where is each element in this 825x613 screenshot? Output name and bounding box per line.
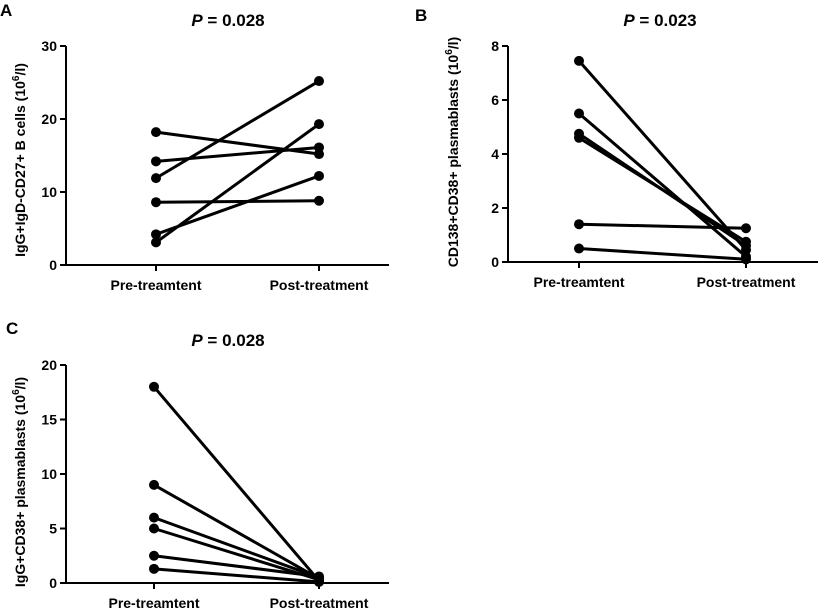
panel-b-point-pre-1 bbox=[574, 55, 584, 66]
panel-c-point-pre-5 bbox=[149, 550, 159, 561]
panel-b-title: P = 0.023 bbox=[623, 11, 696, 30]
panel-c-series-line-6 bbox=[153, 567, 320, 584]
panel-c-title: P = 0.028 bbox=[191, 331, 264, 350]
panel-b-series-line-6 bbox=[578, 247, 747, 261]
panel-c-point-pre-3 bbox=[149, 512, 159, 523]
panel-c-point-pre-6 bbox=[149, 563, 159, 574]
panel-a-series-line-6 bbox=[155, 122, 320, 244]
panel-b-point-pre-5 bbox=[574, 219, 584, 230]
panel-a-point-post-2 bbox=[314, 142, 324, 153]
panel-c-point-pre-1 bbox=[149, 381, 159, 392]
panel-a-y-tick-label: 20 bbox=[41, 111, 57, 127]
panel-letter-b: B bbox=[415, 6, 427, 25]
panel-a-point-pre-6 bbox=[151, 237, 161, 248]
panel-c-point-pre-2 bbox=[149, 479, 159, 490]
panel-a-x-tick-label: Pre-treamtent bbox=[110, 277, 201, 293]
panel-c-y-tick-label: 15 bbox=[41, 412, 57, 428]
panel-c: C P = 0.028 IgG+CD38+ plasmablasts (106/… bbox=[6, 319, 389, 611]
panel-c-plot: 0 5 10 15 20 Pre-treamtent Post-treatment bbox=[41, 357, 389, 611]
panel-a-series-line-2 bbox=[155, 145, 320, 163]
panel-c-series-line-5 bbox=[153, 554, 320, 578]
panel-b-series-line-4 bbox=[578, 136, 747, 244]
panel-c-y-tick-label: 20 bbox=[41, 357, 57, 373]
panel-a-plot: 0 10 20 30 Pre-treamtent Post-treatment bbox=[41, 38, 389, 293]
panel-c-y-tick-label: 0 bbox=[49, 575, 57, 591]
panel-b-point-pre-6 bbox=[574, 243, 584, 254]
panel-c-y-tick-label: 5 bbox=[49, 521, 57, 537]
panel-a-title: P = 0.028 bbox=[191, 11, 264, 30]
panel-b-x-tick-label: Post-treatment bbox=[697, 274, 796, 290]
panel-b-y-tick-label: 0 bbox=[491, 254, 499, 270]
panel-b-series-line-5 bbox=[578, 222, 747, 230]
panel-a: A P = 0.028 IgG+IgD-CD27+ B cells (106/l… bbox=[0, 1, 389, 293]
panel-b-point-pre-4 bbox=[574, 132, 584, 143]
panel-b-point-pre-2 bbox=[574, 108, 584, 119]
panel-b-point-post-4 bbox=[741, 236, 751, 247]
panel-a-ylabel: IgG+IgD-CD27+ B cells (106/l) bbox=[11, 63, 28, 257]
panel-b-ylabel: CD138+CD38+ plasmablasts (106/l) bbox=[444, 37, 461, 267]
panel-c-point-pre-4 bbox=[149, 523, 159, 534]
panel-a-series-line-4 bbox=[155, 199, 320, 204]
panel-letter-c: C bbox=[6, 319, 18, 338]
panel-a-point-pre-5 bbox=[151, 229, 161, 240]
panel-a-y-tick-label: 10 bbox=[41, 184, 57, 200]
panel-a-point-pre-1 bbox=[151, 127, 161, 138]
panel-b-y-tick-label: 6 bbox=[491, 92, 499, 108]
panel-c-x-tick-label: Post-treatment bbox=[270, 595, 369, 611]
panel-a-point-post-3 bbox=[314, 76, 324, 87]
panel-c-ylabel: IgG+CD38+ plasmablasts (106/l) bbox=[11, 377, 28, 587]
panel-a-point-post-4 bbox=[314, 195, 324, 206]
panel-b-point-post-5 bbox=[741, 223, 751, 234]
panel-a-point-pre-2 bbox=[151, 156, 161, 167]
panel-c-x-tick-label: Pre-treamtent bbox=[108, 595, 199, 611]
panel-b-y-tick-label: 8 bbox=[491, 38, 499, 54]
panel-c-series-line-2 bbox=[153, 483, 320, 580]
panel-b-y-tick-label: 4 bbox=[491, 146, 499, 162]
panel-b-x-tick-label: Pre-treamtent bbox=[533, 274, 624, 290]
panel-c-point-post-6 bbox=[314, 576, 324, 587]
panel-a-point-post-6 bbox=[314, 119, 324, 130]
panel-a-series-line-3 bbox=[155, 79, 320, 180]
panel-a-y-tick-label: 0 bbox=[49, 257, 57, 273]
panel-a-point-pre-3 bbox=[151, 173, 161, 184]
panel-b-plot: 0 2 4 6 8 Pre-treamtent Post-treatment bbox=[491, 38, 818, 290]
panel-c-series-line-3 bbox=[153, 516, 320, 579]
panel-c-series-line-1 bbox=[152, 385, 321, 582]
panel-b-series-line-1 bbox=[577, 59, 748, 251]
panel-a-y-tick-label: 30 bbox=[41, 38, 57, 54]
panel-letter-a: A bbox=[0, 1, 12, 20]
panel-b-series-line-2 bbox=[578, 112, 747, 258]
panel-a-x-tick-label: Post-treatment bbox=[270, 277, 369, 293]
panel-a-series-line-5 bbox=[155, 174, 320, 236]
panel-b-y-tick-label: 2 bbox=[491, 200, 499, 216]
panel-c-series-line-4 bbox=[153, 527, 320, 582]
panel-b: B P = 0.023 CD138+CD38+ plasmablasts (10… bbox=[415, 6, 818, 290]
panel-c-y-tick-label: 10 bbox=[41, 466, 57, 482]
panel-a-point-post-5 bbox=[314, 170, 324, 181]
panel-a-point-pre-4 bbox=[151, 197, 161, 208]
panel-b-point-post-6 bbox=[741, 254, 751, 265]
